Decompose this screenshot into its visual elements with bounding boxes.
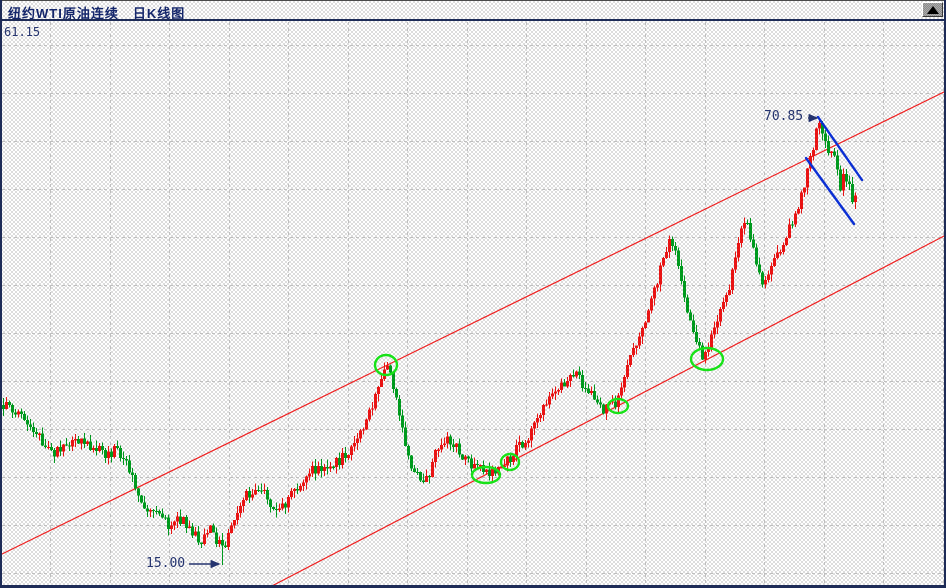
chart-title: 纽约WTI原油连续 日K线图: [8, 6, 186, 21]
annotation-low-label: 15.00: [146, 556, 186, 571]
window-border-top: [0, 0, 946, 1]
annotation-high-label: 70.85: [764, 109, 804, 124]
collapse-button[interactable]: [922, 2, 943, 17]
window-border-left: [0, 0, 2, 588]
titlebar[interactable]: 纽约WTI原油连续 日K线图: [0, 1, 946, 21]
window-border-bottom: [0, 585, 946, 588]
current-price-readout: 61.15: [4, 25, 41, 39]
window-border-right: [944, 0, 946, 588]
titlebar-separator: [0, 19, 946, 21]
triangle-up-icon: [926, 5, 939, 14]
